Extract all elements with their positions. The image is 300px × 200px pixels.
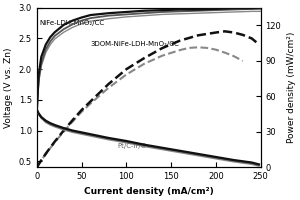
Text: NiFe-LDH-MnO₂/CC: NiFe-LDH-MnO₂/CC bbox=[40, 20, 105, 26]
Text: 3DOM-NiFe-LDH-MnO₂/CC: 3DOM-NiFe-LDH-MnO₂/CC bbox=[91, 41, 179, 47]
Y-axis label: Voltage (V vs. Zn): Voltage (V vs. Zn) bbox=[4, 47, 13, 128]
Y-axis label: Power density (mW/cm²): Power density (mW/cm²) bbox=[287, 32, 296, 143]
Text: Pt/C-Ir/C: Pt/C-Ir/C bbox=[117, 143, 146, 149]
X-axis label: Current density (mA/cm²): Current density (mA/cm²) bbox=[84, 187, 214, 196]
